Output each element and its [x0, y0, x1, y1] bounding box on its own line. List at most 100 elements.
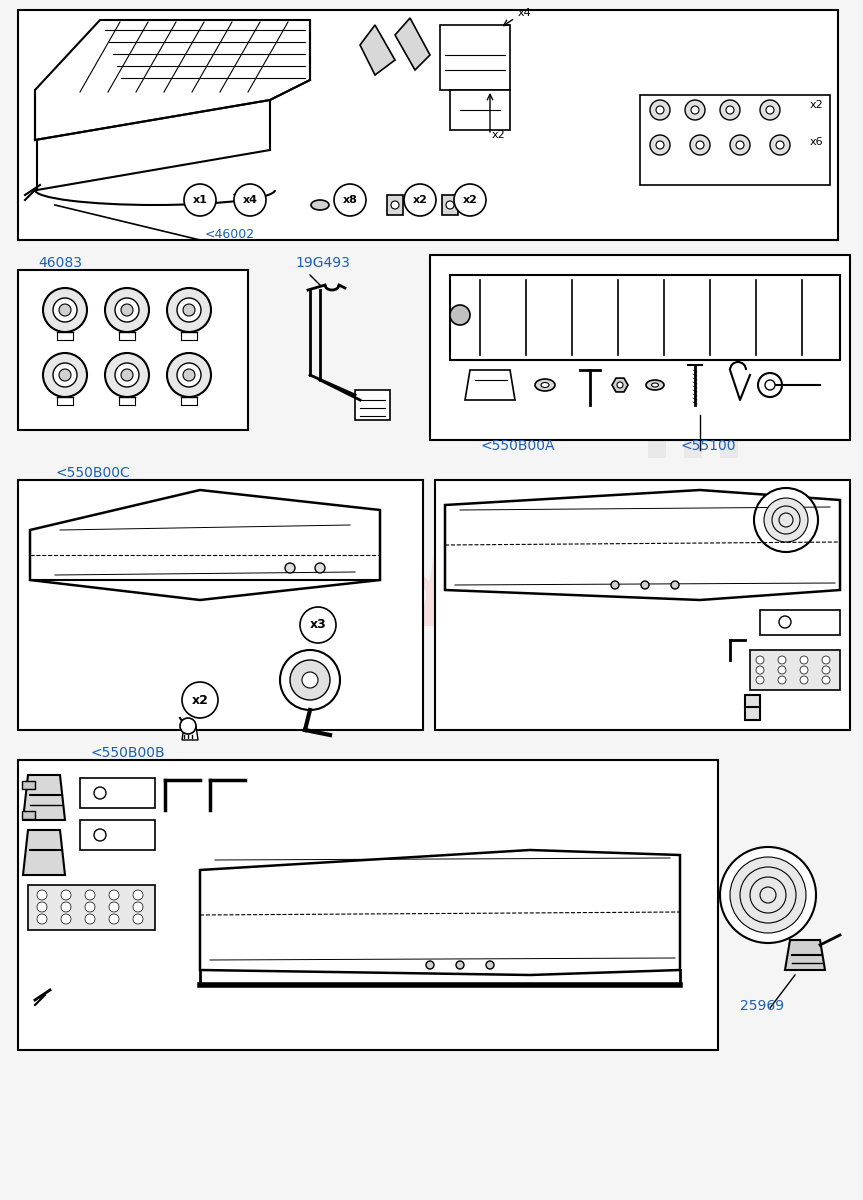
Bar [630, 350, 648, 368]
Circle shape [182, 682, 218, 718]
Circle shape [736, 140, 744, 149]
FancyBboxPatch shape [18, 270, 248, 430]
Circle shape [94, 829, 106, 841]
Bar [676, 672, 694, 690]
Polygon shape [182, 726, 198, 740]
Circle shape [334, 184, 366, 216]
Circle shape [43, 288, 87, 332]
Polygon shape [200, 850, 680, 974]
Bar [630, 386, 648, 404]
Circle shape [183, 304, 195, 316]
Circle shape [650, 134, 670, 155]
Bar [640, 600, 658, 618]
Circle shape [115, 298, 139, 322]
Circle shape [671, 581, 679, 589]
Circle shape [59, 370, 71, 382]
Polygon shape [80, 778, 155, 808]
Polygon shape [395, 18, 430, 70]
Bar [666, 350, 684, 368]
Circle shape [177, 298, 201, 322]
Bar [694, 654, 712, 672]
Polygon shape [750, 650, 840, 690]
Circle shape [234, 184, 266, 216]
Circle shape [59, 304, 71, 316]
Polygon shape [23, 830, 65, 875]
Circle shape [105, 288, 149, 332]
Polygon shape [22, 781, 35, 790]
Bar [720, 368, 738, 386]
Polygon shape [450, 275, 840, 360]
Text: x2: x2 [463, 194, 477, 205]
Bar [640, 636, 658, 654]
Circle shape [183, 370, 195, 382]
FancyBboxPatch shape [18, 10, 838, 240]
Circle shape [109, 890, 119, 900]
Bar [712, 636, 730, 654]
FancyBboxPatch shape [18, 480, 423, 730]
Circle shape [290, 660, 330, 700]
Circle shape [779, 514, 793, 527]
Bar [666, 386, 684, 404]
Bar [666, 422, 684, 440]
Bar [648, 440, 666, 458]
Circle shape [656, 106, 664, 114]
Bar [658, 690, 676, 708]
Text: <55100: <55100 [680, 439, 735, 452]
Circle shape [617, 382, 623, 388]
Circle shape [446, 200, 454, 209]
Circle shape [800, 656, 808, 664]
Circle shape [426, 961, 434, 970]
Ellipse shape [541, 383, 549, 388]
Circle shape [404, 184, 436, 216]
Polygon shape [445, 490, 840, 600]
Circle shape [85, 890, 95, 900]
Bar [720, 440, 738, 458]
Bar [658, 618, 676, 636]
Circle shape [180, 718, 196, 734]
Text: <550B00B: <550B00B [90, 746, 165, 760]
Polygon shape [612, 378, 628, 392]
Circle shape [61, 914, 71, 924]
Circle shape [764, 498, 808, 542]
Circle shape [121, 370, 133, 382]
Circle shape [85, 902, 95, 912]
Circle shape [109, 902, 119, 912]
Circle shape [184, 184, 216, 216]
Circle shape [486, 961, 494, 970]
Circle shape [37, 902, 47, 912]
Polygon shape [745, 695, 760, 720]
Bar [712, 600, 730, 618]
Circle shape [696, 140, 704, 149]
Circle shape [133, 902, 143, 912]
Circle shape [115, 362, 139, 386]
Bar [694, 618, 712, 636]
Polygon shape [465, 370, 515, 400]
Circle shape [133, 914, 143, 924]
Circle shape [765, 380, 775, 390]
Bar [648, 368, 666, 386]
Circle shape [776, 140, 784, 149]
Circle shape [772, 506, 800, 534]
Ellipse shape [311, 200, 329, 210]
Circle shape [800, 676, 808, 684]
Text: <550B00C: <550B00C [55, 466, 129, 480]
Polygon shape [360, 25, 395, 74]
Circle shape [822, 666, 830, 674]
Text: 46083: 46083 [38, 256, 82, 270]
Text: 25969: 25969 [740, 998, 784, 1013]
Circle shape [750, 877, 786, 913]
Polygon shape [442, 194, 458, 215]
Circle shape [94, 787, 106, 799]
Polygon shape [440, 25, 510, 90]
Circle shape [53, 298, 77, 322]
FancyBboxPatch shape [18, 760, 718, 1050]
Bar [684, 368, 702, 386]
Circle shape [778, 676, 786, 684]
Text: c   a   r   p   a   r   t   s: c a r p a r t s [264, 646, 595, 674]
Text: x8: x8 [343, 194, 357, 205]
Bar [658, 654, 676, 672]
Circle shape [302, 672, 318, 688]
Bar [702, 386, 720, 404]
Bar [702, 350, 720, 368]
Polygon shape [450, 90, 510, 130]
